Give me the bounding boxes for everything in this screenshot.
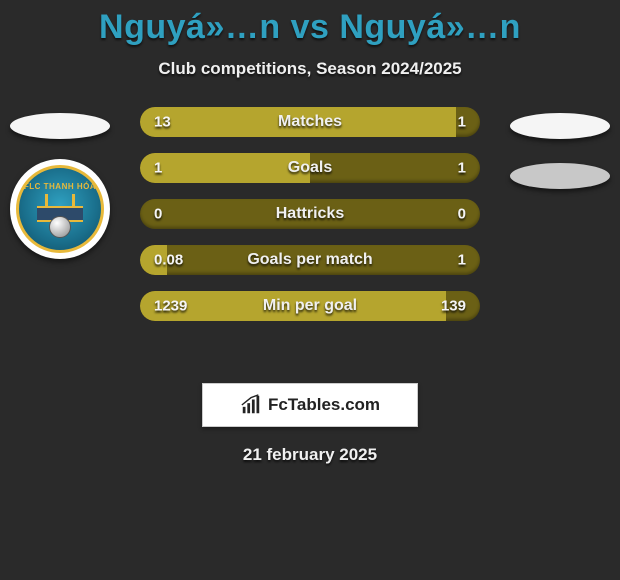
stat-row: 1239139Min per goal: [140, 291, 480, 321]
stat-row: 131Matches: [140, 107, 480, 137]
player-right-oval-1: [510, 113, 610, 139]
stat-label: Goals per match: [140, 251, 480, 269]
stat-label: Hattricks: [140, 205, 480, 223]
player-right-oval-2: [510, 163, 610, 189]
player-left-column: FLC THANH HÓA: [10, 107, 110, 259]
ball-icon: [49, 216, 71, 238]
stat-row: 11Goals: [140, 153, 480, 183]
comparison-panel: FLC THANH HÓA 131Matches 11Goals 00Hattric…: [0, 107, 620, 367]
brand-box[interactable]: FcTables.com: [202, 383, 418, 427]
chart-icon: [240, 394, 262, 416]
subtitle: Club competitions, Season 2024/2025: [0, 59, 620, 79]
stat-label: Goals: [140, 159, 480, 177]
club-badge-left: FLC THANH HÓA: [10, 159, 110, 259]
stat-bars: 131Matches 11Goals 00Hattricks 0.081Goals p…: [140, 107, 480, 321]
brand-text: FcTables.com: [268, 395, 380, 415]
club-badge-text: FLC THANH HÓA: [19, 182, 101, 191]
stat-label: Min per goal: [140, 297, 480, 315]
page-title: Nguyá»…n vs Nguyá»…n: [0, 0, 620, 47]
stat-label: Matches: [140, 113, 480, 131]
stat-row: 0.081Goals per match: [140, 245, 480, 275]
stat-row: 00Hattricks: [140, 199, 480, 229]
player-right-column: [510, 107, 610, 189]
player-left-oval: [10, 113, 110, 139]
snapshot-date: 21 february 2025: [0, 445, 620, 465]
